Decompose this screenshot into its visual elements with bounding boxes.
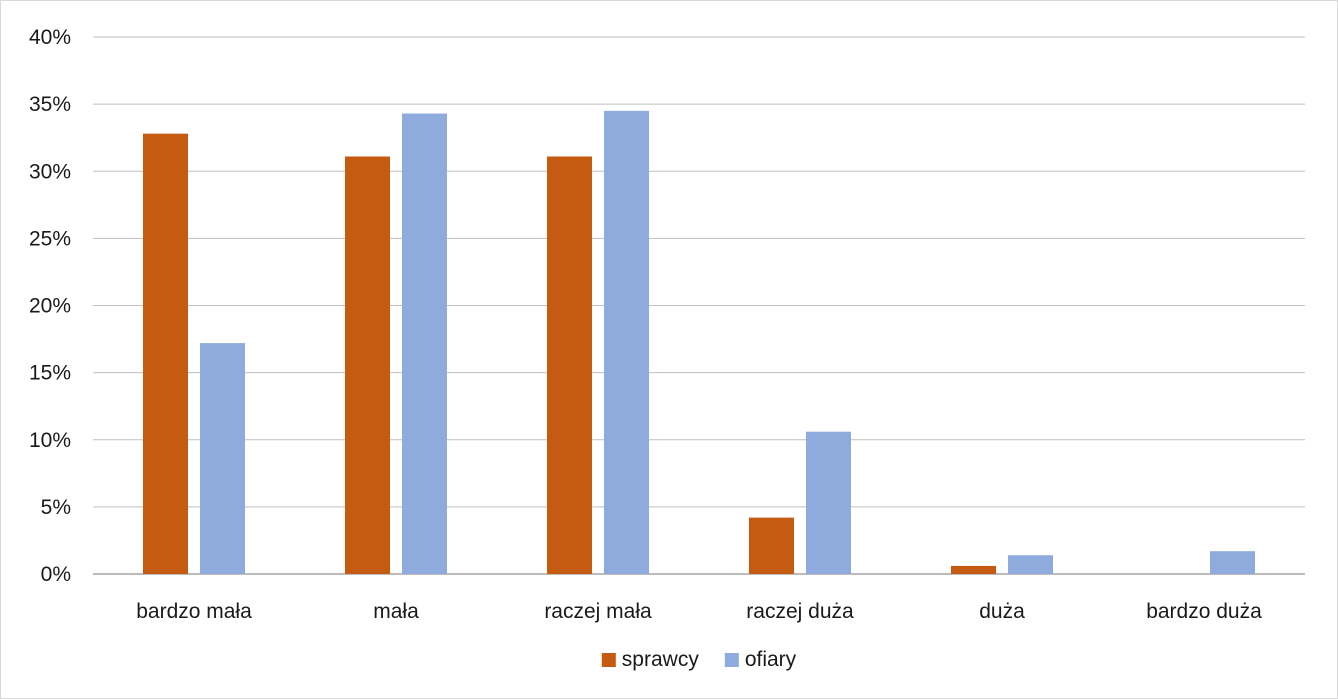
bar-sprawcy	[143, 133, 188, 574]
bar-sprawcy	[749, 517, 794, 574]
legend-swatch-sprawcy	[601, 653, 616, 667]
bar-sprawcy	[951, 565, 996, 574]
x-axis-tick-labels: bardzo mała mała raczej mała raczej duża duż…	[136, 600, 1262, 623]
bar-sprawcy	[345, 156, 390, 575]
y-tick-label: 25%	[29, 227, 71, 250]
y-axis-tick-labels: 0% 5% 10% 15% 20% 25% 30% 35% 40%	[29, 26, 71, 586]
bar-ofiary	[1210, 551, 1255, 574]
x-tick-label: duża	[979, 600, 1025, 623]
bar-sprawcy	[547, 156, 592, 575]
x-tick-label: mała	[373, 600, 419, 623]
x-tick-label: raczej duża	[746, 600, 854, 623]
y-tick-label: 35%	[29, 93, 71, 116]
y-tick-label: 20%	[29, 295, 71, 318]
y-tick-label: 5%	[41, 496, 71, 519]
bars	[143, 110, 1255, 575]
bar-ofiary	[402, 113, 447, 575]
y-tick-label: 0%	[41, 563, 71, 586]
bar-ofiary	[806, 431, 851, 574]
y-tick-label: 40%	[29, 26, 71, 49]
y-tick-label: 30%	[29, 160, 71, 183]
legend-swatch-ofiary	[724, 653, 739, 667]
legend-label-ofiary: ofiary	[745, 648, 797, 671]
x-tick-label: bardzo duża	[1146, 600, 1262, 623]
y-tick-label: 15%	[29, 362, 71, 385]
gridlines	[93, 36, 1305, 575]
x-tick-label: bardzo mała	[136, 600, 252, 623]
y-tick-label: 10%	[29, 429, 71, 452]
bar-ofiary	[604, 110, 649, 575]
legend: sprawcy ofiary	[601, 648, 797, 671]
bar-ofiary	[200, 343, 245, 574]
x-tick-label: raczej mała	[544, 600, 652, 623]
legend-label-sprawcy: sprawcy	[622, 648, 700, 671]
bar-ofiary	[1008, 555, 1053, 574]
